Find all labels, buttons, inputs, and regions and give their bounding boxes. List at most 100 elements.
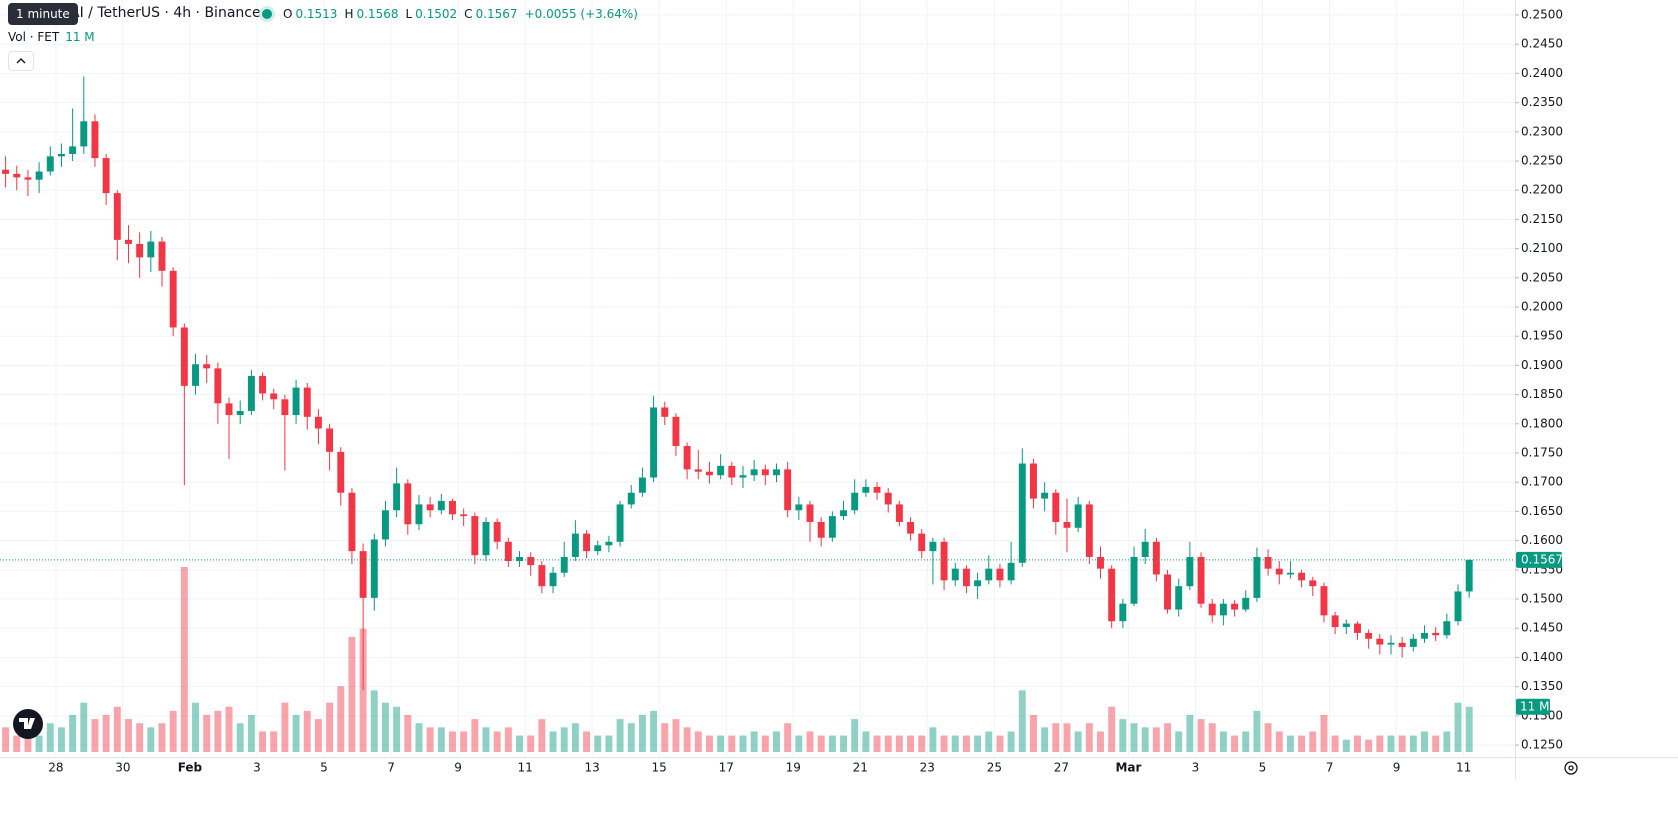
volume-bar bbox=[795, 735, 803, 752]
y-tick-label: 0.2500 bbox=[1521, 8, 1563, 22]
volume-bar bbox=[1231, 735, 1239, 752]
volume-bar bbox=[24, 731, 32, 752]
volume-bar bbox=[538, 719, 546, 752]
volume-title: Vol · FET bbox=[8, 30, 60, 44]
candle-body bbox=[862, 486, 870, 493]
x-tick-label: 5 bbox=[1259, 761, 1267, 775]
candle-body bbox=[1354, 623, 1361, 633]
candle-body bbox=[773, 469, 780, 476]
status-dot bbox=[262, 9, 272, 19]
candle-body bbox=[851, 492, 859, 511]
candle-body bbox=[482, 521, 490, 556]
volume-bar bbox=[1365, 739, 1373, 752]
symbol-title[interactable]: AI / TetherUS · 4h · Binance bbox=[70, 5, 261, 21]
volume-bar bbox=[91, 719, 99, 752]
candle-body bbox=[694, 469, 702, 472]
volume-bar bbox=[1421, 731, 1428, 752]
volume-bar bbox=[1152, 727, 1160, 752]
x-tick-label: 21 bbox=[853, 761, 868, 775]
candle-body bbox=[516, 556, 523, 562]
volume-bar bbox=[1331, 735, 1339, 752]
candle-body bbox=[13, 173, 21, 178]
candle-body bbox=[1242, 597, 1250, 610]
volume-bar bbox=[1242, 731, 1250, 752]
candle-body bbox=[1130, 556, 1138, 604]
collapse-icon bbox=[16, 58, 26, 64]
candle-body bbox=[493, 521, 501, 542]
volume-bar bbox=[1175, 731, 1183, 752]
candle-body bbox=[404, 483, 412, 525]
x-tick-label: 5 bbox=[320, 761, 328, 775]
volume-bar bbox=[69, 715, 77, 752]
close-value: 0.1567 bbox=[475, 7, 518, 21]
candle-body bbox=[1164, 574, 1171, 610]
volume-bar bbox=[974, 735, 982, 752]
collapse-button[interactable] bbox=[8, 51, 34, 71]
candle-body bbox=[147, 241, 155, 258]
low-label: L bbox=[405, 7, 413, 21]
candle-body bbox=[158, 241, 166, 271]
candle-body bbox=[460, 514, 468, 517]
x-tick-label: 13 bbox=[585, 761, 600, 775]
candle-body bbox=[1275, 568, 1283, 575]
y-tick-label: 0.1450 bbox=[1521, 621, 1563, 635]
y-tick-label: 0.1850 bbox=[1521, 387, 1563, 401]
candle-body bbox=[1376, 638, 1384, 645]
y-tick-label: 0.2200 bbox=[1521, 183, 1563, 197]
candle-body bbox=[1320, 586, 1328, 616]
volume-bar bbox=[1275, 731, 1283, 752]
volume-bar bbox=[493, 731, 501, 752]
candle-body bbox=[1197, 556, 1205, 604]
candle-body bbox=[1253, 556, 1261, 598]
volume-bar bbox=[1253, 710, 1261, 752]
candle-layer bbox=[2, 76, 1473, 691]
volume-bar bbox=[214, 710, 222, 752]
volume-bar bbox=[270, 731, 278, 752]
candle-body bbox=[359, 551, 367, 598]
volume-bar bbox=[705, 735, 713, 752]
volume-bar bbox=[516, 735, 523, 752]
candle-body bbox=[974, 580, 982, 587]
volume-bar bbox=[650, 710, 658, 752]
x-tick-label: 19 bbox=[786, 761, 801, 775]
volume-bar bbox=[1376, 735, 1384, 752]
y-tick-label: 0.1700 bbox=[1521, 475, 1563, 489]
candle-body bbox=[1432, 632, 1440, 636]
candle-body bbox=[1454, 591, 1462, 622]
candle-body bbox=[314, 416, 322, 429]
volume-bar bbox=[828, 735, 836, 752]
settings-icon[interactable] bbox=[1564, 761, 1578, 775]
volume-bar bbox=[1007, 731, 1015, 752]
candle-body bbox=[728, 465, 736, 478]
x-tick-label: Feb bbox=[178, 761, 203, 775]
x-tick-label: Mar bbox=[1115, 761, 1141, 775]
candle-body bbox=[370, 539, 378, 598]
y-tick-label: 0.2250 bbox=[1521, 154, 1563, 168]
candle-body bbox=[817, 521, 825, 538]
x-tick-label: 11 bbox=[517, 761, 532, 775]
candle-body bbox=[929, 541, 937, 552]
candle-body bbox=[91, 121, 99, 159]
volume-bar bbox=[314, 719, 322, 752]
volume-bar bbox=[1041, 727, 1049, 752]
candle-body bbox=[69, 146, 77, 155]
y-tick-label: 0.2150 bbox=[1521, 212, 1563, 226]
candle-body bbox=[281, 399, 289, 416]
volume-bar bbox=[1108, 706, 1116, 752]
volume-bar bbox=[940, 735, 948, 752]
volume-bar bbox=[672, 719, 680, 752]
y-tick-label: 0.1500 bbox=[1521, 592, 1563, 606]
open-label: O bbox=[283, 7, 293, 21]
volume-bar bbox=[460, 731, 468, 752]
volume-bar bbox=[806, 731, 814, 752]
volume-bar bbox=[471, 719, 479, 752]
volume-bar bbox=[1097, 731, 1104, 752]
candle-body bbox=[1085, 504, 1093, 557]
volume-bar bbox=[549, 731, 557, 752]
volume-bar bbox=[147, 727, 155, 752]
candle-body bbox=[907, 521, 915, 534]
candle-body bbox=[348, 492, 356, 552]
close-label: C bbox=[464, 7, 473, 21]
volume-bar bbox=[761, 735, 769, 752]
